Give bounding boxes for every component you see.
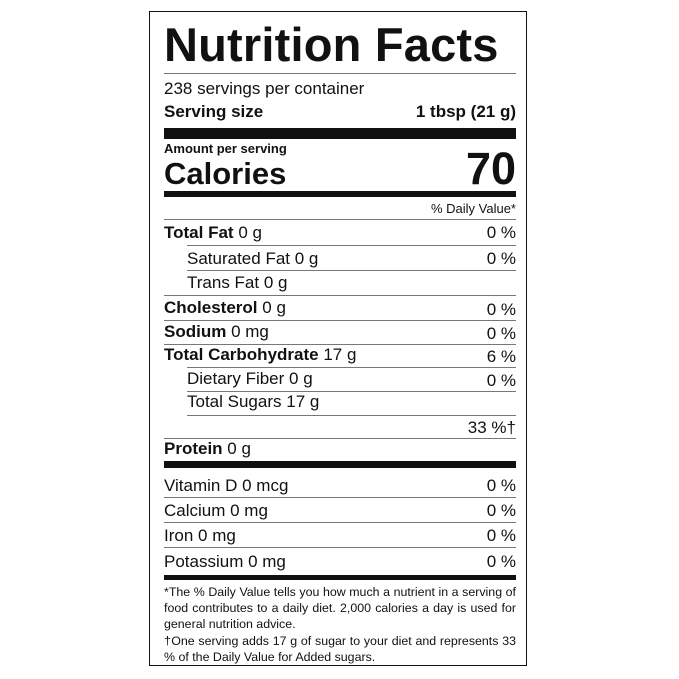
serving-size-label: Serving size xyxy=(164,102,264,121)
nutrient-row-dietary-fiber: Dietary Fiber 0 g xyxy=(187,369,313,388)
dv-iron: 0 % xyxy=(486,526,516,545)
footnotes: *The % Daily Value tells you how much a … xyxy=(164,584,516,665)
footnote-daily-value: *The % Daily Value tells you how much a … xyxy=(164,585,516,632)
nutrient-row-trans-fat: Trans Fat 0 g xyxy=(187,273,288,292)
divider xyxy=(187,391,516,392)
medium-divider xyxy=(164,575,516,580)
divider xyxy=(164,73,516,74)
divider xyxy=(187,270,516,271)
nutrient-row-protein: Protein 0 g xyxy=(164,439,251,458)
dv-added-sugars: 33 %† xyxy=(467,418,516,437)
dv-vitamin-d: 0 % xyxy=(486,476,516,495)
nutrient-row-sodium: Sodium 0 mg xyxy=(164,322,269,341)
calories-value: 70 xyxy=(465,143,516,194)
divider xyxy=(164,547,516,548)
serving-size-value: 1 tbsp (21 g) xyxy=(415,102,516,121)
amount-per-serving: Amount per serving xyxy=(164,141,287,156)
nutrient-row-total-carbohydrate: Total Carbohydrate 17 g xyxy=(164,345,357,364)
nutrient-row-saturated-fat: Saturated Fat 0 g xyxy=(187,249,319,268)
thick-divider xyxy=(164,461,516,468)
nutrition-facts-label xyxy=(149,11,527,666)
vitamin-row-iron: Iron 0 mg xyxy=(164,526,236,545)
dv-saturated-fat: 0 % xyxy=(486,249,516,268)
divider xyxy=(164,320,516,321)
dv-sodium: 0 % xyxy=(486,324,516,343)
footnote-added-sugar: †One serving adds 17 g of sugar to your … xyxy=(164,633,516,664)
nutrient-row-cholesterol: Cholesterol 0 g xyxy=(164,298,286,317)
divider xyxy=(164,522,516,523)
vitamin-row-calcium: Calcium 0 mg xyxy=(164,501,268,520)
dv-cholesterol: 0 % xyxy=(486,300,516,319)
dv-total-fat: 0 % xyxy=(486,223,516,242)
vitamin-row-potassium: Potassium 0 mg xyxy=(164,552,286,571)
divider xyxy=(187,367,516,368)
thick-divider xyxy=(164,128,516,139)
divider xyxy=(187,415,516,416)
divider xyxy=(164,438,516,439)
dv-dietary-fiber: 0 % xyxy=(486,371,516,390)
daily-value-header: % Daily Value* xyxy=(430,201,516,216)
nutrient-row-total-sugars: Total Sugars 17 g xyxy=(187,392,320,411)
divider xyxy=(164,497,516,498)
calories-label: Calories xyxy=(164,156,287,191)
vitamin-row-vitamin-d: Vitamin D 0 mcg xyxy=(164,476,289,495)
divider xyxy=(164,344,516,345)
divider xyxy=(164,295,516,296)
divider xyxy=(187,245,516,246)
dv-total-carbohydrate: 6 % xyxy=(486,347,516,366)
servings-per-container: 238 servings per container xyxy=(164,79,365,98)
medium-divider xyxy=(164,191,516,197)
nutrient-row-total-fat: Total Fat 0 g xyxy=(164,223,262,242)
label-title: Nutrition Facts xyxy=(164,18,499,71)
dv-potassium: 0 % xyxy=(486,552,516,571)
dv-calcium: 0 % xyxy=(486,501,516,520)
divider xyxy=(164,219,516,220)
